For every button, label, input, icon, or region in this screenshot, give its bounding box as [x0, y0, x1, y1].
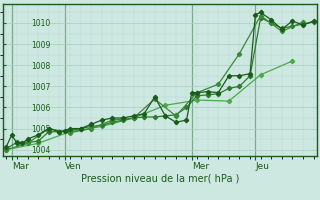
X-axis label: Pression niveau de la mer( hPa ): Pression niveau de la mer( hPa )	[81, 173, 239, 183]
